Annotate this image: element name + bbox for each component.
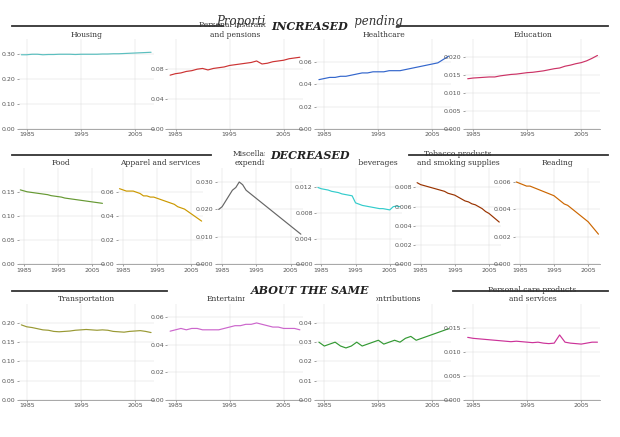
Title: Personal insurance
and pensions: Personal insurance and pensions <box>198 21 272 38</box>
Title: Transportation: Transportation <box>58 295 115 303</box>
Title: Miscellaneous
expenditures: Miscellaneous expenditures <box>232 150 287 167</box>
Title: Housing: Housing <box>70 31 102 38</box>
Text: Proportion of Overall Spending: Proportion of Overall Spending <box>216 15 404 28</box>
Text: DECREASED: DECREASED <box>270 149 350 161</box>
Title: Cash contributions: Cash contributions <box>348 295 420 303</box>
Title: Personal care products
and services: Personal care products and services <box>489 286 577 303</box>
Title: Reading: Reading <box>541 160 574 167</box>
Title: Food: Food <box>52 160 71 167</box>
Title: Tobacco products
and smoking supplies: Tobacco products and smoking supplies <box>417 150 500 167</box>
Title: Alcoholic beverages: Alcoholic beverages <box>321 160 397 167</box>
Text: ABOUT THE SAME: ABOUT THE SAME <box>250 285 370 296</box>
Title: Education: Education <box>513 31 552 38</box>
Title: Healthcare: Healthcare <box>363 31 405 38</box>
Title: Apparel and services: Apparel and services <box>120 160 201 167</box>
Text: INCREASED: INCREASED <box>272 21 348 32</box>
Title: Entertainment: Entertainment <box>207 295 263 303</box>
